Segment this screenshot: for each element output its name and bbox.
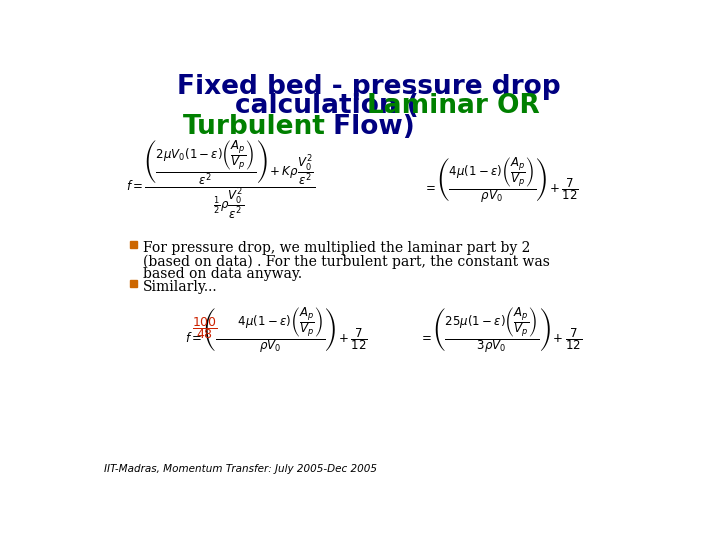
Text: $= \left(\dfrac{4\mu(1-\varepsilon)\left(\dfrac{A_p}{V_p}\right)}{\rho V_0}\righ: $= \left(\dfrac{4\mu(1-\varepsilon)\left… [423,156,579,205]
Text: Turbulent: Turbulent [183,114,326,140]
Text: Similarly...: Similarly... [143,280,217,294]
Text: Laminar OR: Laminar OR [367,93,540,119]
Text: $f = \left(\dfrac{\quad\quad 4\mu(1-\varepsilon)\left(\dfrac{A_p}{V_p}\right)}{\: $f = \left(\dfrac{\quad\quad 4\mu(1-\var… [185,306,367,355]
Text: For pressure drop, we multiplied the laminar part by 2: For pressure drop, we multiplied the lam… [143,241,530,255]
Text: based on data anyway.: based on data anyway. [143,267,302,281]
Text: Flow): Flow) [324,114,415,140]
Text: IIT-Madras, Momentum Transfer: July 2005-Dec 2005: IIT-Madras, Momentum Transfer: July 2005… [104,464,377,475]
FancyBboxPatch shape [130,280,138,287]
Text: Fixed bed - pressure drop: Fixed bed - pressure drop [177,74,561,100]
Text: (based on data) . For the turbulent part, the constant was: (based on data) . For the turbulent part… [143,254,549,268]
Text: $\dfrac{100}{48}$: $\dfrac{100}{48}$ [192,315,217,341]
Text: $f = \dfrac{\left(\dfrac{2\mu V_0(1-\varepsilon)\left(\dfrac{A_p}{V_p}\right)}{\: $f = \dfrac{\left(\dfrac{2\mu V_0(1-\var… [126,139,315,221]
Text: $= \left(\dfrac{25\mu(1-\varepsilon)\left(\dfrac{A_p}{V_p}\right)}{3\rho V_0}\ri: $= \left(\dfrac{25\mu(1-\varepsilon)\lef… [419,306,582,355]
FancyBboxPatch shape [130,241,138,248]
Text: calculation (: calculation ( [235,93,418,119]
